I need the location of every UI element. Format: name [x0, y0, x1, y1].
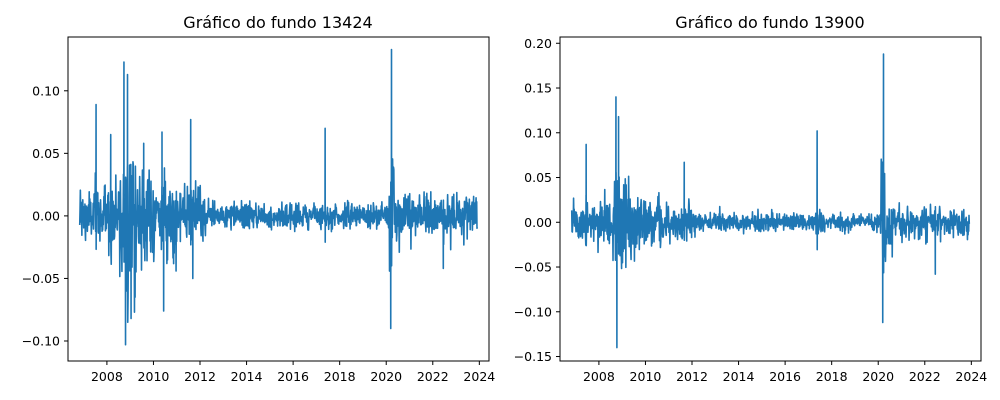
chart-panel-fund-13424: Gráfico do fundo 13424 2008 2010 2012 2014 2…: [22, 13, 496, 384]
x-tick-label: 2018: [816, 369, 848, 384]
y-tick-label: −0.10: [22, 333, 60, 348]
series-line: [570, 53, 971, 349]
x-tick-label: 2014: [723, 369, 755, 384]
y-tick-label: 0.05: [32, 146, 60, 161]
chart-title: Gráfico do fundo 13424: [183, 13, 372, 32]
x-tick-label: 2016: [769, 369, 801, 384]
x-tick-label: 2016: [277, 369, 309, 384]
y-tick-label: 0.05: [524, 170, 552, 185]
x-tick-label: 2024: [955, 369, 987, 384]
x-tick-label: 2022: [417, 369, 449, 384]
x-tick-label: 2022: [909, 369, 941, 384]
series-line-group: [570, 53, 971, 349]
y-tick-label: 0.00: [32, 208, 60, 223]
x-axis: 2008 2010 2012 2014 2016 2018 2020 2022 2024: [91, 361, 495, 384]
y-tick-label: −0.05: [514, 260, 552, 275]
y-axis: −0.15 −0.10 −0.05 0.00 0.05 0.10 0.15 0.20: [514, 36, 560, 364]
x-tick-label: 2020: [862, 369, 894, 384]
x-tick-label: 2012: [676, 369, 708, 384]
x-tick-label: 2010: [630, 369, 662, 384]
y-tick-label: 0.10: [32, 83, 60, 98]
chart-panel-fund-13900: Gráfico do fundo 13900 2008 2010 2012 2014 2…: [514, 13, 988, 384]
y-tick-label: 0.15: [524, 81, 552, 96]
chart-title: Gráfico do fundo 13900: [675, 13, 864, 32]
x-tick-label: 2012: [184, 369, 216, 384]
y-tick-label: −0.05: [22, 271, 60, 286]
x-tick-label: 2020: [370, 369, 402, 384]
y-tick-label: −0.15: [514, 349, 552, 364]
x-tick-label: 2018: [324, 369, 356, 384]
x-tick-label: 2008: [583, 369, 615, 384]
series-line-group: [78, 48, 479, 346]
y-tick-label: 0.20: [524, 36, 552, 51]
series-line: [78, 48, 479, 346]
y-tick-label: 0.00: [524, 215, 552, 230]
y-tick-label: −0.10: [514, 304, 552, 319]
x-tick-label: 2010: [138, 369, 170, 384]
x-tick-label: 2024: [463, 369, 495, 384]
y-axis: −0.10 −0.05 0.00 0.05 0.10: [22, 83, 68, 348]
axes-frame: [67, 36, 490, 362]
x-axis: 2008 2010 2012 2014 2016 2018 2020 2022 2024: [583, 361, 987, 384]
y-tick-label: 0.10: [524, 125, 552, 140]
x-tick-label: 2008: [91, 369, 123, 384]
axes-frame: [559, 36, 982, 362]
x-tick-label: 2014: [231, 369, 263, 384]
